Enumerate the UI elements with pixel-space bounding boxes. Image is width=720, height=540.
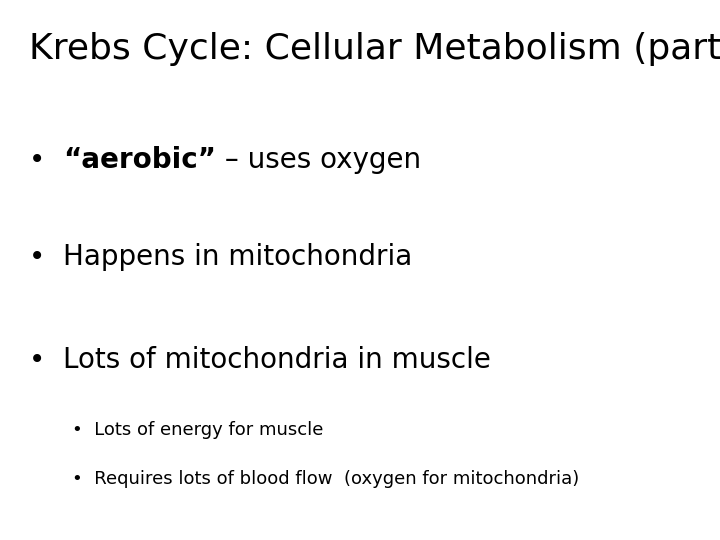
- Text: •  Requires lots of blood flow  (oxygen for mitochondria): • Requires lots of blood flow (oxygen fo…: [72, 470, 580, 488]
- Text: •: •: [29, 146, 63, 174]
- Text: Krebs Cycle: Cellular Metabolism (part2): Krebs Cycle: Cellular Metabolism (part2): [29, 32, 720, 66]
- Text: •  Lots of mitochondria in muscle: • Lots of mitochondria in muscle: [29, 346, 490, 374]
- Text: •  Lots of energy for muscle: • Lots of energy for muscle: [72, 421, 323, 439]
- Text: – uses oxygen: – uses oxygen: [216, 146, 421, 174]
- Text: •  Happens in mitochondria: • Happens in mitochondria: [29, 243, 412, 271]
- Text: “aerobic”: “aerobic”: [63, 146, 216, 174]
